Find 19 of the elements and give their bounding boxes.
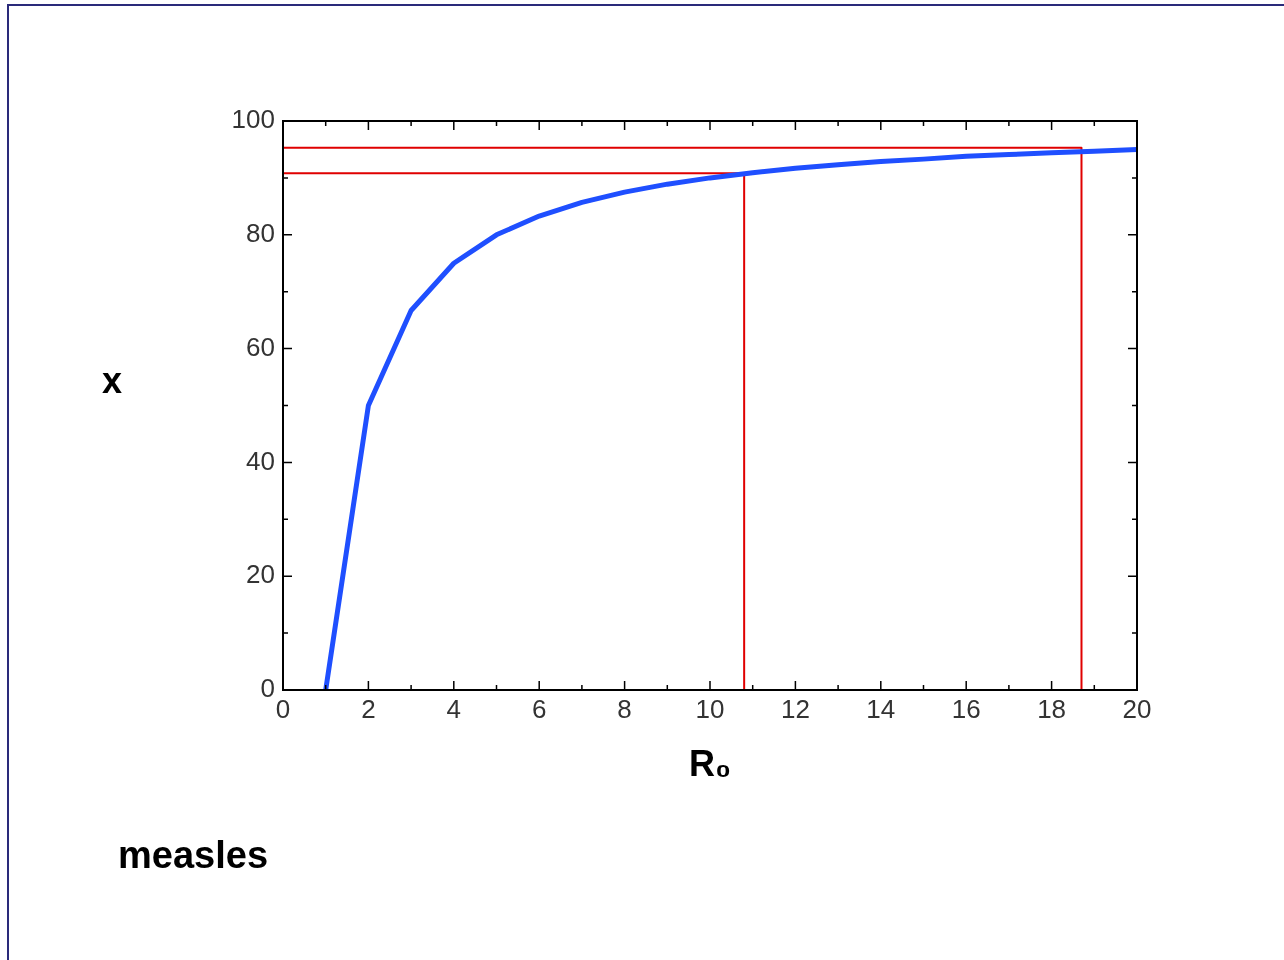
text: measles [118,834,269,877]
x-tick-label: 20 [1122,694,1152,725]
y-tick-label: 40 [246,445,275,476]
x-tick-label: 12 [780,694,810,725]
y-axis-title: x [101,359,123,401]
x-tick-label: 18 [1037,694,1067,725]
x-tick-label: 14 [866,694,896,725]
x-tick-label: 2 [361,694,376,725]
y-tick-label: 20 [246,559,275,590]
x-tick-label: 4 [446,694,462,725]
x-tick-label: 6 [531,694,547,725]
y-tick-label: 60 [246,331,275,362]
x-tick-label: 10 [695,694,725,725]
x-tick-label: 8 [617,694,632,725]
x-axis-title: R₀ [688,742,732,784]
y-tick-label: 80 [246,217,275,248]
y-tick-label: 100 [231,104,275,135]
y-tick-label: 0 [260,673,275,704]
x-tick-label: 16 [951,694,981,725]
